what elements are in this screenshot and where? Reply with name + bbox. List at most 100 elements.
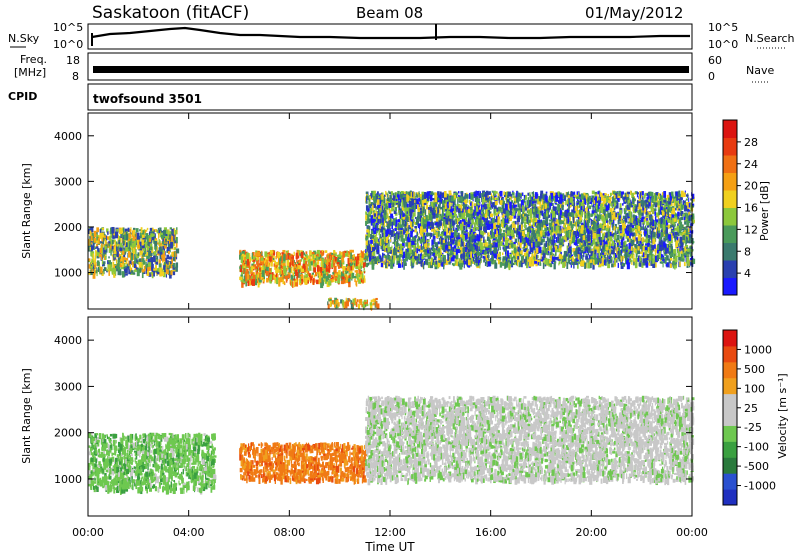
data-cell [141, 239, 144, 245]
data-cell [241, 280, 244, 288]
data-cell [354, 278, 356, 283]
data-cell [321, 270, 324, 277]
data-cell [488, 240, 492, 247]
data-cell [557, 191, 560, 197]
data-cell [256, 277, 259, 282]
data-cell [488, 237, 491, 242]
data-cell [524, 258, 526, 265]
data-cell [539, 204, 542, 210]
data-cell [145, 233, 149, 238]
data-cell [323, 261, 327, 266]
data-cell [414, 212, 416, 217]
data-cell [132, 229, 136, 236]
data-cell [144, 241, 148, 248]
data-cell [122, 235, 125, 239]
data-cell [333, 249, 336, 254]
data-cell [276, 272, 278, 279]
data-cell [321, 277, 324, 283]
data-cell [109, 235, 111, 242]
data-cell [352, 254, 355, 259]
data-cell [652, 227, 655, 234]
data-cell [145, 265, 149, 272]
station-title: Saskatoon (fitACF) [92, 3, 249, 23]
data-cell [316, 265, 319, 272]
data-cell [524, 197, 526, 201]
data-cell [394, 212, 398, 216]
data-cell [119, 262, 122, 266]
data-cell [606, 248, 610, 255]
data-cell [131, 261, 134, 265]
data-cell [551, 202, 554, 206]
data-cell [299, 276, 302, 283]
data-cell [309, 250, 312, 256]
data-cell [330, 279, 333, 283]
data-cell [394, 226, 398, 230]
data-cell [451, 210, 455, 218]
data-cell [577, 244, 579, 248]
data-cell [294, 279, 298, 283]
data-cell [91, 232, 94, 240]
data-cell [582, 200, 585, 208]
data-cell [281, 255, 283, 262]
data-cell [324, 276, 327, 282]
data-cell [369, 207, 373, 214]
data-cell [509, 252, 512, 256]
data-cell [669, 202, 671, 208]
data-cell [398, 236, 401, 241]
data-cell [633, 259, 635, 266]
data-cell [287, 274, 291, 279]
data-cell [130, 255, 133, 261]
data-cell [503, 191, 506, 196]
data-cell [361, 251, 364, 258]
data-cell [297, 261, 299, 264]
data-cell [689, 227, 692, 233]
data-cell [523, 198, 526, 204]
data-cell [612, 207, 615, 212]
data-cell [631, 224, 634, 231]
data-cell [252, 251, 255, 258]
data-cell [410, 216, 414, 223]
data-cell [110, 245, 114, 250]
data-cell [143, 229, 145, 233]
data-cell [477, 204, 481, 211]
data-cell [391, 223, 394, 230]
data-cell [431, 253, 433, 257]
data-cell [305, 256, 309, 261]
data-cell [337, 276, 340, 284]
data-cell [513, 241, 516, 245]
data-cell [103, 247, 105, 254]
data-cell [293, 258, 295, 266]
data-cell [655, 247, 658, 253]
data-cell [402, 223, 406, 227]
data-cell [651, 236, 653, 244]
data-cell [688, 197, 690, 204]
data-cell [132, 235, 136, 241]
data-cell [417, 261, 421, 264]
data-cell [134, 258, 137, 264]
data-cell [622, 215, 626, 220]
data-cell [540, 190, 544, 196]
data-cell [619, 249, 622, 256]
data-cell [463, 224, 466, 230]
data-cell [647, 234, 651, 239]
data-cell [566, 210, 570, 214]
data-cell [690, 261, 692, 266]
data-cell [641, 254, 644, 258]
data-cell [468, 200, 471, 205]
data-cell [169, 270, 173, 275]
data-cell [269, 274, 273, 281]
data-cell [602, 193, 605, 196]
data-cell [568, 245, 572, 248]
data-cell [291, 281, 294, 288]
data-cell [166, 246, 170, 252]
data-cell [567, 223, 571, 231]
data-cell [592, 205, 594, 211]
data-cell [606, 241, 609, 247]
data-cell [139, 241, 142, 247]
data-cell [258, 279, 262, 283]
data-cell [127, 227, 130, 232]
data-cell [316, 261, 320, 265]
data-cell [266, 257, 269, 261]
data-cell [156, 246, 158, 253]
data-cell [628, 217, 631, 224]
